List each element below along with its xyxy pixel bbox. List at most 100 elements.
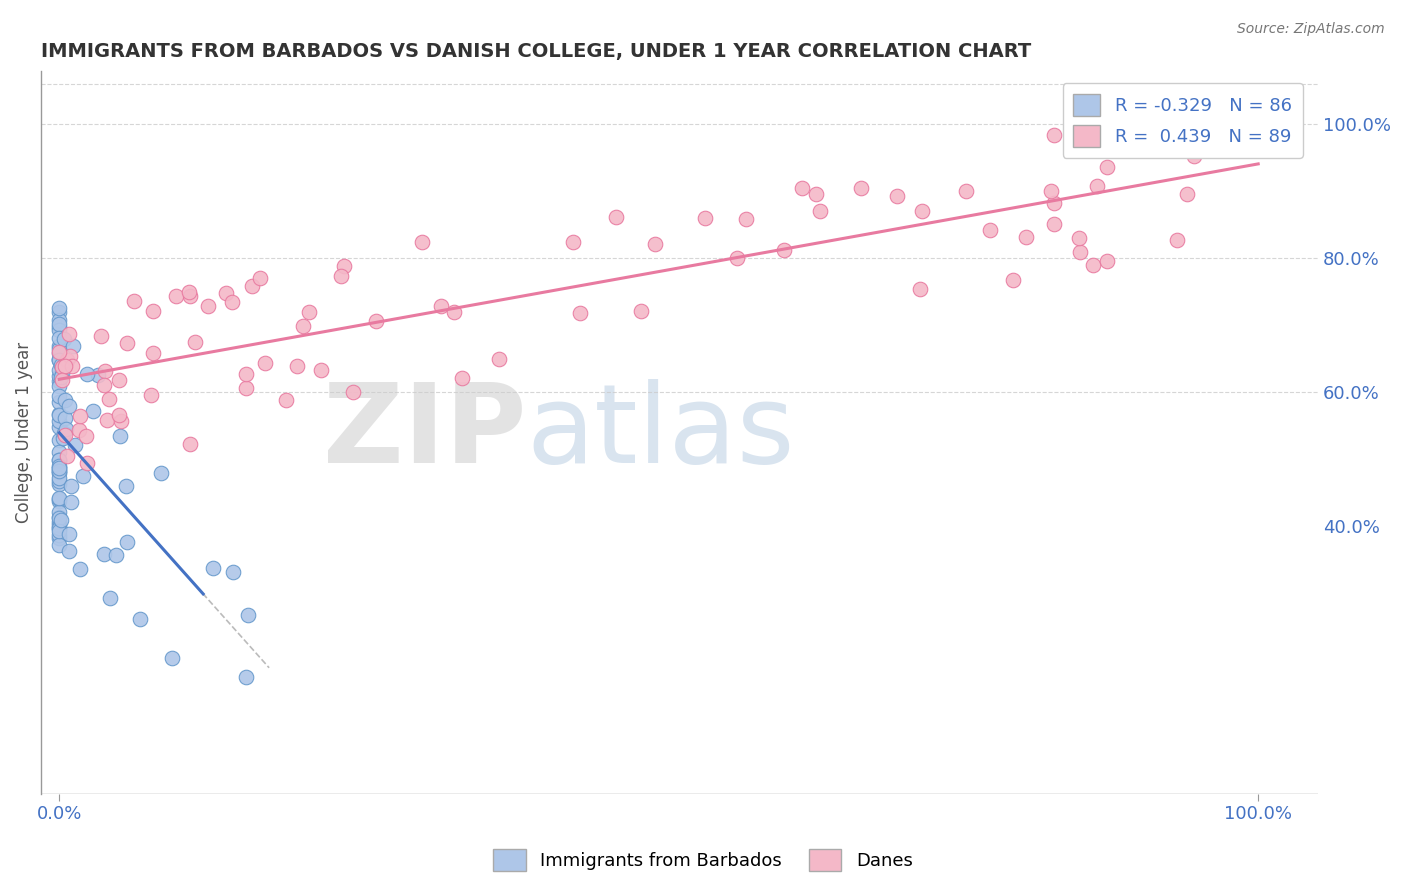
Point — [165, 289, 187, 303]
Point — [51, 369, 73, 384]
Point — [1177, 186, 1199, 201]
Point — [364, 314, 387, 328]
Point — [236, 607, 259, 622]
Text: ZIP: ZIP — [323, 379, 526, 485]
Point — [69, 409, 91, 423]
Point — [139, 388, 162, 402]
Point — [48, 363, 70, 377]
Point — [849, 181, 872, 195]
Point — [52, 431, 75, 445]
Point — [48, 521, 70, 535]
Point — [48, 471, 70, 485]
Point — [184, 334, 207, 349]
Point — [235, 367, 257, 381]
Point — [98, 392, 121, 407]
Point — [160, 650, 183, 665]
Point — [51, 360, 73, 375]
Point — [48, 491, 70, 505]
Point — [48, 353, 70, 368]
Point — [48, 464, 70, 478]
Point — [48, 433, 70, 447]
Point — [979, 223, 1001, 237]
Point — [128, 612, 150, 626]
Point — [52, 359, 75, 373]
Point — [1040, 184, 1063, 198]
Point — [411, 235, 433, 250]
Point — [48, 538, 70, 552]
Point — [48, 516, 70, 530]
Point — [48, 352, 70, 367]
Point — [48, 528, 70, 542]
Point — [94, 364, 117, 378]
Point — [48, 531, 70, 545]
Point — [59, 479, 82, 493]
Point — [1042, 128, 1064, 142]
Point — [67, 423, 90, 437]
Point — [110, 414, 132, 428]
Point — [1043, 217, 1066, 231]
Point — [48, 379, 70, 393]
Point — [1069, 231, 1091, 245]
Point — [488, 352, 510, 367]
Point — [108, 373, 131, 387]
Point — [886, 189, 908, 203]
Point — [90, 329, 112, 343]
Point — [58, 544, 80, 558]
Point — [76, 367, 98, 381]
Point — [274, 392, 297, 407]
Point — [48, 408, 70, 422]
Point — [58, 349, 80, 363]
Point — [48, 460, 70, 475]
Text: atlas: atlas — [526, 379, 794, 485]
Point — [429, 299, 451, 313]
Point — [75, 429, 97, 443]
Point — [955, 184, 977, 198]
Point — [48, 352, 70, 367]
Point — [63, 438, 86, 452]
Point — [298, 304, 321, 318]
Point — [51, 368, 73, 382]
Point — [58, 526, 80, 541]
Point — [117, 535, 139, 549]
Point — [1014, 230, 1036, 244]
Point — [48, 339, 70, 353]
Point — [115, 336, 138, 351]
Point — [48, 312, 70, 326]
Point — [1097, 161, 1119, 175]
Point — [53, 332, 76, 346]
Point — [122, 294, 145, 309]
Point — [221, 294, 243, 309]
Point — [48, 419, 70, 434]
Point — [48, 345, 70, 359]
Text: IMMIGRANTS FROM BARBADOS VS DANISH COLLEGE, UNDER 1 YEAR CORRELATION CHART: IMMIGRANTS FROM BARBADOS VS DANISH COLLE… — [41, 42, 1032, 61]
Point — [249, 271, 271, 285]
Point — [48, 453, 70, 467]
Point — [48, 305, 70, 319]
Point — [48, 521, 70, 535]
Point — [1182, 149, 1205, 163]
Point — [1229, 117, 1251, 131]
Point — [48, 331, 70, 345]
Point — [569, 306, 592, 320]
Point — [630, 304, 652, 318]
Point — [53, 411, 76, 425]
Point — [1085, 178, 1108, 193]
Point — [69, 562, 91, 576]
Point — [58, 399, 80, 413]
Point — [1097, 254, 1119, 268]
Point — [179, 437, 201, 451]
Point — [53, 428, 76, 442]
Point — [790, 181, 813, 195]
Point — [52, 426, 75, 441]
Point — [60, 359, 83, 373]
Legend: Immigrants from Barbados, Danes: Immigrants from Barbados, Danes — [486, 842, 920, 879]
Point — [1001, 273, 1024, 287]
Point — [59, 494, 82, 508]
Point — [808, 203, 831, 218]
Legend: R = -0.329   N = 86, R =  0.439   N = 89: R = -0.329 N = 86, R = 0.439 N = 89 — [1063, 83, 1303, 158]
Point — [53, 359, 76, 373]
Point — [48, 389, 70, 403]
Y-axis label: College, Under 1 year: College, Under 1 year — [15, 342, 32, 523]
Point — [179, 285, 201, 299]
Point — [285, 359, 308, 374]
